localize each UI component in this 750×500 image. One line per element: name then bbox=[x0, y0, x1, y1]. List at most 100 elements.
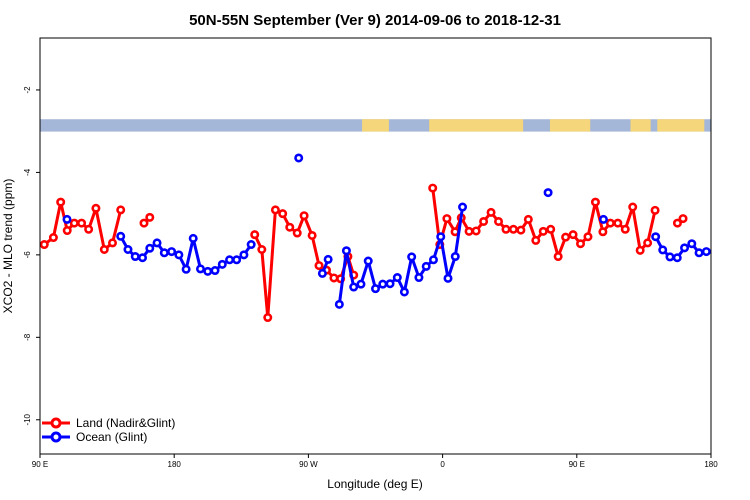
data-point bbox=[613, 218, 623, 228]
data-point bbox=[471, 226, 481, 236]
data-point bbox=[546, 224, 556, 234]
data-point bbox=[443, 273, 453, 283]
data-point bbox=[84, 224, 94, 234]
land-mask-band bbox=[40, 119, 711, 132]
data-point bbox=[285, 222, 295, 232]
data-point bbox=[246, 240, 256, 250]
data-point bbox=[531, 235, 541, 245]
land-series bbox=[39, 183, 688, 323]
data-point bbox=[167, 247, 177, 257]
data-point bbox=[91, 203, 101, 213]
data-point bbox=[576, 239, 586, 249]
data-point bbox=[523, 214, 533, 224]
data-point bbox=[138, 253, 148, 263]
y-tick-label: -8 bbox=[23, 333, 32, 341]
data-point bbox=[116, 231, 126, 241]
legend-ocean-marker bbox=[50, 431, 62, 443]
x-tick-label: 0 bbox=[440, 460, 445, 469]
data-point bbox=[195, 264, 205, 274]
x-tick-label: 90 E bbox=[569, 460, 585, 469]
data-point bbox=[56, 197, 66, 207]
x-tick-label: 180 bbox=[704, 460, 718, 469]
data-point bbox=[436, 232, 446, 242]
data-point bbox=[130, 252, 140, 262]
data-point bbox=[501, 224, 511, 234]
data-point bbox=[99, 245, 109, 255]
data-point bbox=[203, 266, 213, 276]
data-point bbox=[414, 273, 424, 283]
data-point bbox=[299, 211, 309, 221]
land-band-segment bbox=[429, 119, 524, 132]
data-point bbox=[108, 238, 118, 248]
data-point bbox=[349, 282, 359, 292]
data-point bbox=[225, 255, 235, 265]
data-point bbox=[605, 218, 615, 228]
x-tick-label: 90 E bbox=[32, 460, 48, 469]
data-point bbox=[392, 273, 402, 283]
data-point bbox=[628, 202, 638, 212]
data-point bbox=[323, 254, 333, 264]
data-point bbox=[292, 228, 302, 238]
data-point bbox=[188, 233, 198, 243]
data-point bbox=[181, 264, 191, 274]
data-point bbox=[385, 279, 395, 289]
data-point bbox=[159, 248, 169, 258]
data-point bbox=[263, 313, 273, 323]
y-tick-label: -10 bbox=[23, 413, 32, 425]
chart-title: 50N-55N September (Ver 9) 2014-09-06 to … bbox=[189, 12, 561, 29]
data-point bbox=[543, 188, 553, 198]
data-point bbox=[145, 243, 155, 253]
data-point bbox=[486, 207, 496, 217]
data-point bbox=[341, 246, 351, 256]
data-point bbox=[62, 214, 72, 224]
y-tick-label: -2 bbox=[23, 86, 32, 94]
legend-ocean-label: Ocean (Glint) bbox=[76, 430, 147, 444]
data-point bbox=[665, 252, 675, 262]
data-point bbox=[553, 252, 563, 262]
data-point bbox=[210, 266, 220, 276]
data-point bbox=[651, 232, 661, 242]
data-point bbox=[508, 224, 518, 234]
land-band-segment bbox=[630, 119, 651, 132]
data-point bbox=[378, 279, 388, 289]
data-point bbox=[701, 247, 711, 257]
data-point bbox=[658, 245, 668, 255]
data-point bbox=[590, 197, 600, 207]
data-point bbox=[643, 238, 653, 248]
data-point bbox=[598, 214, 608, 224]
legend-land-marker bbox=[50, 417, 62, 429]
data-point bbox=[123, 245, 133, 255]
data-point bbox=[538, 226, 548, 236]
data-point bbox=[139, 218, 149, 228]
data-point bbox=[250, 230, 260, 240]
data-point bbox=[62, 226, 72, 236]
data-point bbox=[635, 245, 645, 255]
data-point bbox=[152, 238, 162, 248]
data-point bbox=[329, 273, 339, 283]
data-point bbox=[145, 212, 155, 222]
data-point bbox=[687, 239, 697, 249]
data-point bbox=[334, 299, 344, 309]
data-point bbox=[450, 252, 460, 262]
data-point bbox=[257, 245, 267, 255]
data-point bbox=[399, 287, 409, 297]
data-point bbox=[116, 205, 126, 215]
series-layer bbox=[39, 153, 711, 323]
data-point bbox=[694, 248, 704, 258]
data-point bbox=[464, 226, 474, 236]
data-point bbox=[370, 284, 380, 294]
data-point bbox=[421, 261, 431, 271]
data-point bbox=[174, 250, 184, 260]
y-tick-label: -6 bbox=[23, 251, 32, 259]
data-point bbox=[516, 225, 526, 235]
legend-land-label: Land (Nadir&Glint) bbox=[76, 416, 175, 430]
data-point bbox=[672, 218, 682, 228]
data-point bbox=[479, 216, 489, 226]
data-point bbox=[294, 153, 304, 163]
data-point bbox=[39, 240, 49, 250]
data-point bbox=[278, 209, 288, 219]
data-point bbox=[48, 233, 58, 243]
data-point bbox=[680, 243, 690, 253]
axis-ticks: 90 E 180 90 W 0 90 E 180 -2 -4 -6 -8 -10 bbox=[23, 86, 718, 469]
